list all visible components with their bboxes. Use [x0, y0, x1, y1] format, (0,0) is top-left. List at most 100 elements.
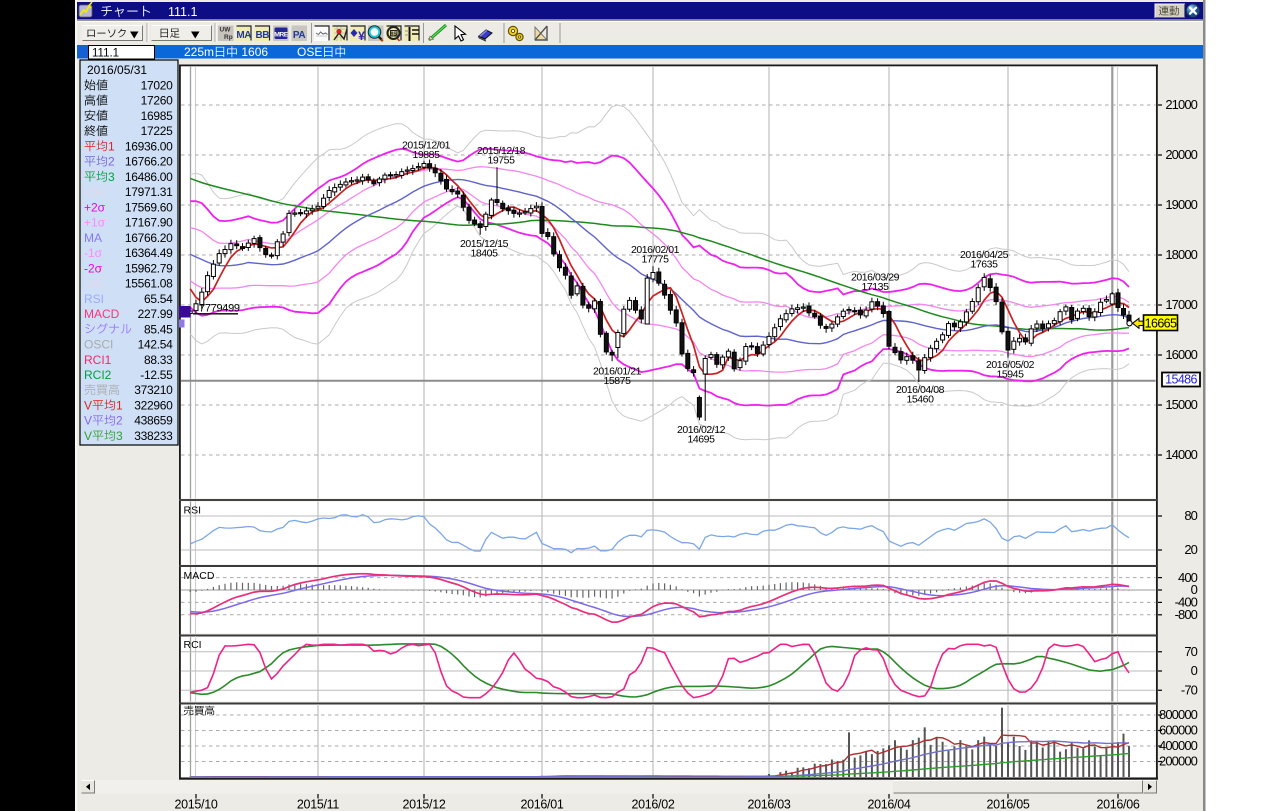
svg-text:15875: 15875 [604, 375, 632, 387]
svg-text:2016/01: 2016/01 [520, 798, 563, 811]
svg-text:2016/03: 2016/03 [747, 798, 790, 811]
svg-text:MACD: MACD [84, 307, 120, 321]
svg-text:RSI: RSI [184, 505, 202, 517]
svg-text:18000: 18000 [1165, 247, 1197, 262]
svg-text:RCI2: RCI2 [84, 368, 112, 382]
svg-text:2016/02/12: 2016/02/12 [677, 424, 726, 436]
svg-text:-800: -800 [1175, 607, 1198, 622]
svg-text:-2σ: -2σ [84, 261, 103, 275]
svg-text:MA: MA [84, 231, 102, 245]
svg-text:1: 1 [116, 398, 123, 412]
svg-text:9S: 9S [391, 32, 398, 38]
svg-text:17635: 17635 [971, 259, 999, 271]
svg-text:19000: 19000 [1165, 197, 1197, 212]
svg-text:17775: 17775 [642, 254, 670, 266]
svg-text:17260: 17260 [141, 94, 173, 108]
svg-text:16985: 16985 [141, 109, 173, 123]
svg-text:16486.00: 16486.00 [125, 170, 173, 184]
svg-text:2016/05: 2016/05 [986, 798, 1029, 811]
svg-text:20000: 20000 [1165, 147, 1197, 162]
svg-text:142.54: 142.54 [138, 338, 174, 352]
svg-text:18405: 18405 [471, 248, 499, 260]
svg-text:3: 3 [116, 429, 123, 443]
svg-text:15460: 15460 [907, 394, 935, 406]
svg-text:-12.55: -12.55 [140, 368, 173, 382]
svg-text:15486: 15486 [1165, 373, 1197, 387]
svg-text:-400: -400 [1175, 595, 1198, 610]
svg-text:438659: 438659 [134, 414, 173, 428]
svg-text:14695: 14695 [688, 434, 716, 446]
svg-text:16936.00: 16936.00 [125, 139, 173, 153]
svg-text:800000: 800000 [1159, 707, 1198, 722]
svg-text:2015/12: 2015/12 [402, 798, 445, 811]
svg-text:2016/05/31: 2016/05/31 [87, 63, 147, 77]
svg-text:111.1: 111.1 [168, 5, 197, 19]
svg-text:-70: -70 [1181, 682, 1198, 697]
svg-text:2016/01/21: 2016/01/21 [593, 366, 642, 378]
svg-text:225m: 225m [184, 45, 214, 59]
svg-text:RCI1: RCI1 [84, 353, 112, 367]
svg-text:3: 3 [108, 170, 115, 184]
svg-text:17135: 17135 [862, 281, 890, 293]
svg-text:16364.49: 16364.49 [125, 246, 173, 260]
svg-text:2: 2 [116, 414, 123, 428]
svg-text:-1σ: -1σ [84, 246, 103, 260]
svg-text:14000: 14000 [1165, 447, 1197, 462]
svg-text:2016/02: 2016/02 [631, 798, 674, 811]
svg-text:2016/04: 2016/04 [867, 798, 910, 811]
svg-text:UW: UW [220, 27, 232, 34]
svg-text:7779499: 7779499 [199, 303, 240, 315]
svg-text:0: 0 [1191, 663, 1198, 678]
svg-text:2015/12/01: 2015/12/01 [402, 140, 451, 152]
svg-text:RCI: RCI [184, 639, 202, 651]
svg-text:17020: 17020 [141, 78, 173, 92]
svg-text:600000: 600000 [1159, 723, 1198, 738]
svg-text:20: 20 [1184, 542, 1197, 557]
svg-text:V: V [84, 429, 92, 443]
svg-text:200000: 200000 [1159, 754, 1198, 769]
svg-text:PA: PA [293, 30, 305, 41]
svg-text:21000: 21000 [1165, 97, 1197, 112]
svg-text:2015/12/18: 2015/12/18 [477, 145, 526, 157]
svg-text:16766.20: 16766.20 [125, 231, 173, 245]
svg-text:80: 80 [1184, 508, 1197, 523]
svg-text:400000: 400000 [1159, 738, 1198, 753]
svg-text:1606: 1606 [241, 45, 268, 59]
svg-text:88.33: 88.33 [144, 353, 173, 367]
svg-text:OSCI: OSCI [84, 338, 113, 352]
svg-text:17971.31: 17971.31 [125, 185, 173, 199]
svg-text:2016/06: 2016/06 [1096, 798, 1139, 811]
svg-text:2015/12/15: 2015/12/15 [460, 238, 509, 250]
svg-text:400: 400 [1178, 570, 1198, 585]
svg-text:19755: 19755 [488, 155, 516, 167]
svg-text:Rp: Rp [224, 34, 233, 41]
svg-text:17167.90: 17167.90 [125, 216, 173, 230]
svg-text:15561.08: 15561.08 [125, 277, 173, 291]
svg-text:2: 2 [108, 155, 115, 169]
svg-text:+3σ: +3σ [84, 185, 106, 199]
svg-text:OSE: OSE [297, 45, 322, 59]
svg-text:227.99: 227.99 [138, 307, 174, 321]
svg-text:2016/03/29: 2016/03/29 [851, 272, 900, 284]
svg-text:¥: ¥ [358, 29, 365, 43]
svg-text:-3σ: -3σ [84, 277, 103, 291]
svg-text:MRE: MRE [274, 32, 289, 39]
svg-text:2016/04/08: 2016/04/08 [896, 384, 945, 396]
svg-text:2015/11: 2015/11 [297, 798, 340, 811]
svg-text:+1σ: +1σ [84, 216, 106, 230]
svg-text:0: 0 [1191, 582, 1198, 597]
svg-text:+2σ: +2σ [84, 200, 106, 214]
svg-text:19885: 19885 [413, 149, 441, 161]
svg-text:15945: 15945 [997, 369, 1025, 381]
svg-text:BB: BB [255, 30, 269, 41]
svg-text:111.1: 111.1 [92, 48, 119, 60]
svg-text:16000: 16000 [1165, 347, 1197, 362]
svg-text:2016/05/02: 2016/05/02 [986, 359, 1035, 371]
svg-text:85.45: 85.45 [144, 322, 173, 336]
svg-text:V: V [84, 398, 92, 412]
svg-text:338233: 338233 [134, 429, 173, 443]
svg-text:V: V [84, 414, 92, 428]
svg-text:1: 1 [108, 139, 115, 153]
svg-text:17000: 17000 [1165, 297, 1197, 312]
svg-text:16766.20: 16766.20 [125, 155, 173, 169]
